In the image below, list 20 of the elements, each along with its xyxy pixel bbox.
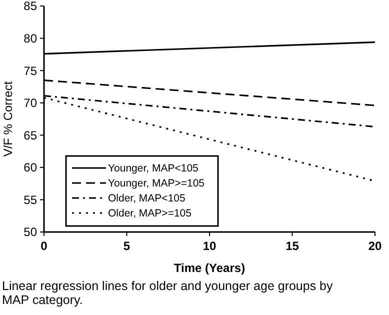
y-tick-label: 55	[24, 192, 38, 207]
x-tick-label: 0	[40, 239, 48, 253]
y-tick-label: 65	[24, 128, 38, 142]
y-tick-label: 75	[24, 64, 38, 78]
y-tick-label: 60	[24, 160, 38, 175]
x-axis-title: Time (Years)	[174, 261, 246, 275]
legend-label: Younger, MAP>=105	[108, 178, 205, 190]
legend-label: Younger, MAP<105	[108, 162, 199, 175]
x-tick-label: 20	[368, 239, 382, 253]
y-tick-label: 80	[24, 31, 38, 46]
y-axis-title: V/F % Correct	[1, 80, 15, 157]
y-tick-label: 85	[24, 0, 38, 14]
legend-label: Older, MAP>=105	[108, 208, 192, 220]
legend-label: Older, MAP<105	[108, 192, 186, 205]
x-tick-label: 5	[123, 239, 130, 253]
y-tick-label: 70	[24, 96, 38, 110]
x-tick-label: 15	[286, 239, 300, 253]
text: Linear regression lines for older and younger age groups by MAP category.	[2, 279, 334, 307]
x-tick-label: 10	[202, 239, 216, 253]
y-tick-label: 50	[24, 225, 38, 240]
